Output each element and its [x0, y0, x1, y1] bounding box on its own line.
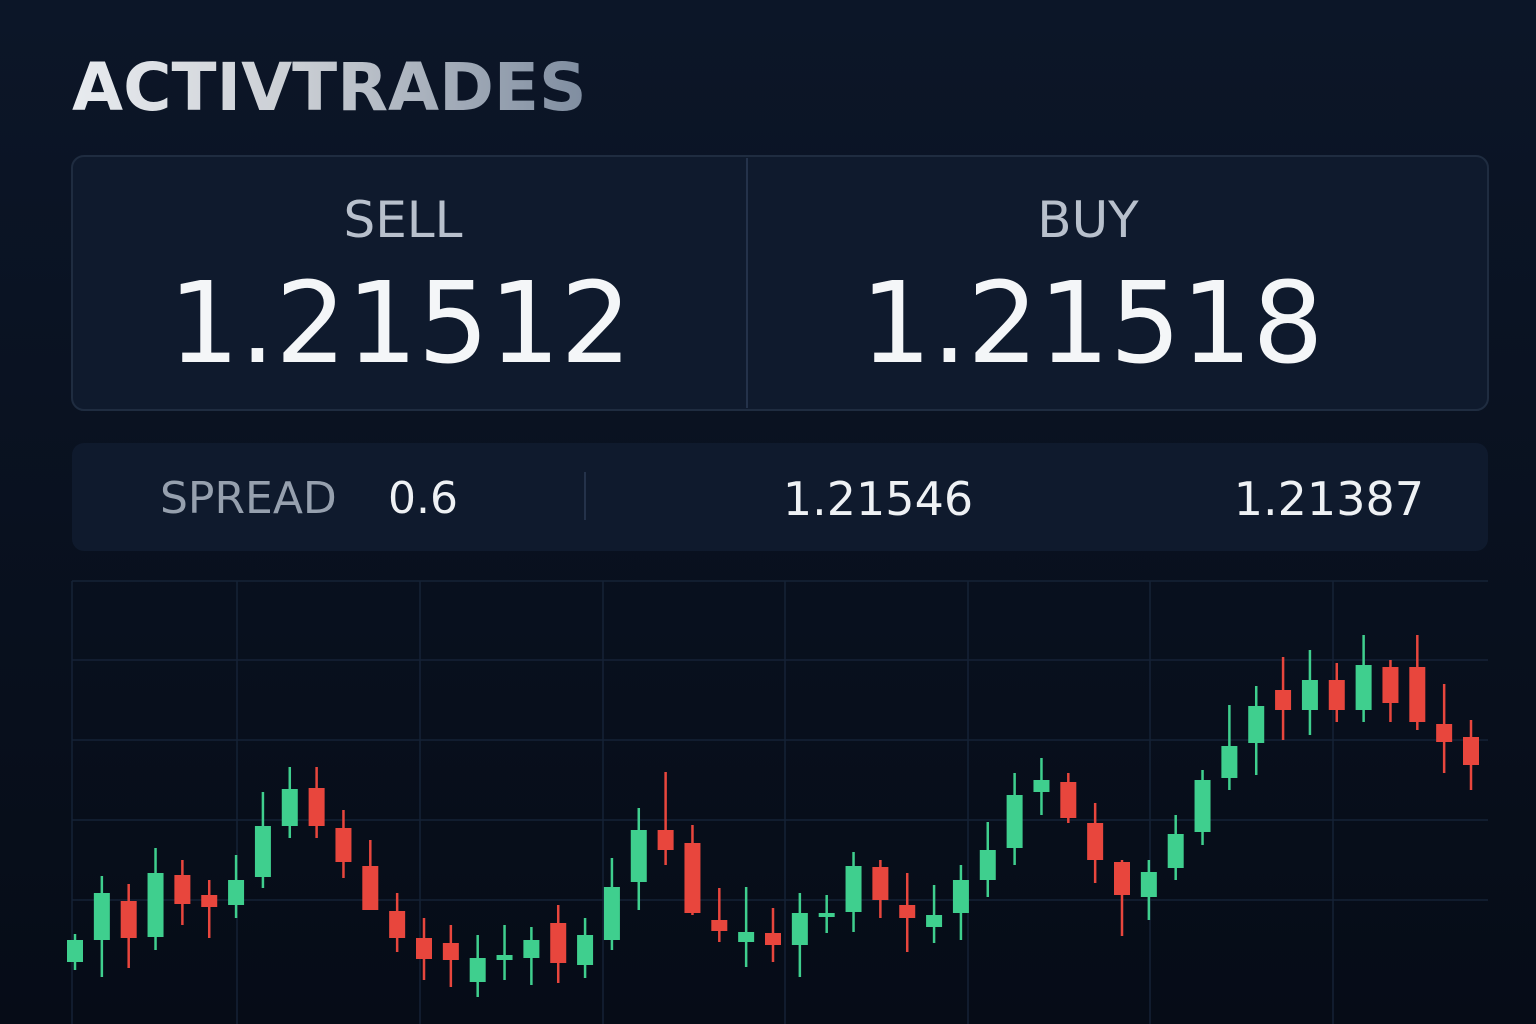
low-price: 1.21387	[1234, 472, 1424, 526]
candle-body	[254, 826, 271, 877]
candle-body	[1463, 737, 1479, 765]
spread-value: 0.6	[388, 473, 458, 524]
candle-body	[1087, 823, 1104, 860]
candle-body	[603, 887, 620, 940]
candle-body	[1355, 665, 1372, 710]
candle-body	[228, 880, 245, 905]
candle-body	[577, 935, 594, 965]
sell-price[interactable]: 1.21512	[168, 259, 631, 389]
candle-body	[1114, 862, 1130, 895]
buy-label[interactable]: BUY	[1037, 191, 1139, 249]
candle-body	[684, 843, 701, 913]
candle-body	[1194, 780, 1211, 832]
candle-body	[93, 893, 110, 940]
candle-body	[362, 866, 379, 910]
candle-body	[1006, 795, 1023, 848]
candle-body	[1328, 680, 1345, 710]
candle-body	[496, 955, 513, 960]
candle-body	[120, 901, 137, 938]
candle-body	[308, 788, 325, 826]
spread-label: SPREAD	[160, 473, 337, 524]
candle-body	[201, 895, 218, 907]
candle-body	[1248, 706, 1265, 743]
candle-body	[952, 880, 969, 913]
candle-body	[1221, 746, 1238, 778]
candle-body	[147, 873, 164, 937]
candle-body	[1033, 780, 1050, 792]
candle-body	[1060, 782, 1077, 818]
candle-body	[281, 789, 298, 826]
candle-body	[711, 920, 728, 931]
candle-body	[791, 913, 808, 945]
candle-body	[442, 943, 459, 960]
candle-body	[1275, 690, 1292, 710]
candle-body	[657, 830, 674, 850]
candle-body	[1167, 834, 1184, 868]
candle-body	[845, 866, 862, 912]
candle-body	[1301, 680, 1318, 710]
high-price: 1.21546	[783, 472, 973, 526]
candle-body	[818, 913, 835, 917]
candle-body	[1409, 667, 1426, 722]
candle-body	[899, 905, 916, 918]
sell-label[interactable]: SELL	[343, 191, 462, 249]
candle-body	[630, 830, 647, 882]
candle-body	[335, 828, 352, 862]
candle-body	[926, 915, 943, 927]
candle-body	[523, 940, 540, 958]
candle-body	[1382, 667, 1399, 703]
candle-body	[174, 875, 191, 904]
buy-price[interactable]: 1.21518	[860, 259, 1323, 389]
quote-panel	[71, 155, 1489, 411]
candle-body	[979, 850, 996, 880]
candle-body	[1436, 724, 1453, 742]
brand: ACTIVTRADES	[72, 49, 587, 126]
candle-body	[416, 938, 432, 959]
candle-body	[1140, 872, 1157, 897]
candle-body	[67, 940, 83, 962]
candle-body	[738, 932, 755, 942]
spread-panel	[72, 443, 1488, 551]
candle-body	[389, 911, 406, 938]
candle-body	[469, 958, 486, 982]
candle-body	[765, 933, 781, 945]
candle-body	[872, 867, 889, 900]
candle-body	[550, 923, 567, 963]
